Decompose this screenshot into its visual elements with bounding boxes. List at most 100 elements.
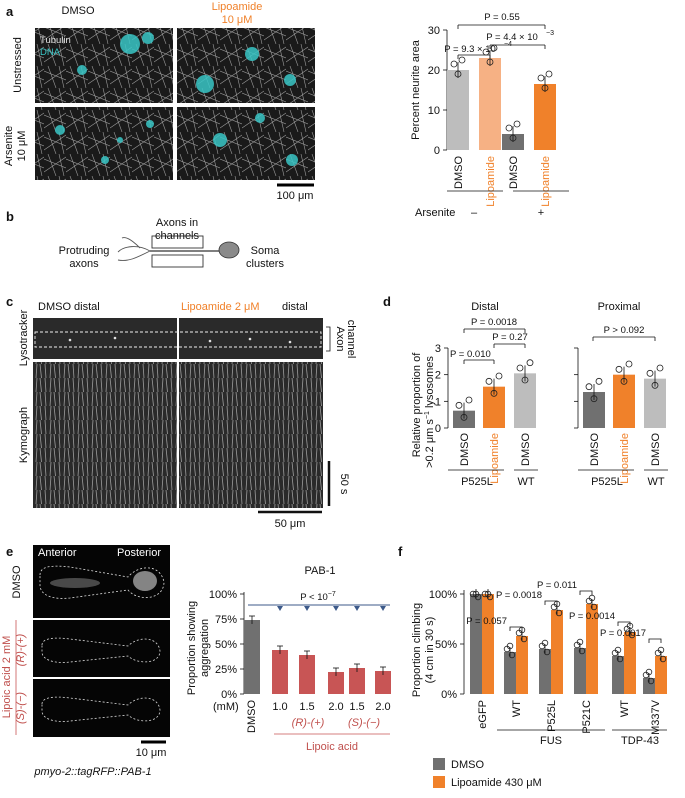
- d-dot: [615, 365, 623, 373]
- f-ytick-label: 50%: [435, 639, 457, 651]
- d-ytick-label: 3: [435, 343, 441, 355]
- f-group-tdp: TDP-43: [621, 735, 659, 747]
- f-dot: [590, 603, 598, 611]
- f-sig-label: P = 0.011: [537, 580, 577, 591]
- f-xlabel: WT: [511, 700, 523, 717]
- e-strain: pmyo-2::tagRFP::PAB-1: [33, 766, 151, 778]
- a-xlabel: Lipoamide: [540, 156, 552, 207]
- a-row-unstressed: Unstressed: [12, 37, 24, 93]
- f-ytick-label: 100%: [429, 589, 457, 601]
- f-sig-label: P = 0.0014: [569, 611, 615, 622]
- d-group-p525l-2: P525L: [591, 476, 623, 488]
- a-dot: [458, 56, 466, 64]
- e-worm-s: [33, 679, 170, 737]
- a-row-ars-2: 10 μM: [16, 131, 28, 162]
- a-bar: [447, 70, 469, 150]
- d-ytick-label: 0: [435, 423, 441, 435]
- e-dose: 1.5: [299, 701, 314, 713]
- a-ytick-label: 20: [428, 65, 440, 77]
- a-arsenite-plus: +: [538, 207, 544, 219]
- a-chart: P = 0.55 P = 4.4 × 10 −3 P = 9.3 × 10 −4…: [410, 12, 569, 219]
- e-bar: [244, 620, 260, 694]
- a-xlabel: Lipoamide: [485, 156, 497, 207]
- d-group-wt-1: WT: [517, 476, 534, 488]
- b-protruding-1: Protruding: [59, 245, 110, 257]
- e-row-r: (R)-(+): [15, 633, 27, 666]
- e-anterior-bulb: [50, 578, 100, 588]
- a-dot: [454, 70, 462, 78]
- f-dot: [520, 635, 528, 643]
- c-axon-2: channel: [345, 320, 357, 359]
- b-soma-1: Soma: [251, 245, 281, 257]
- f-dot: [472, 590, 480, 598]
- a-arsenite-label: Arsenite: [415, 207, 455, 219]
- e-row-lipoic: Lipoic acid 2 mM: [1, 636, 13, 719]
- a-ytick-label: 30: [428, 25, 440, 37]
- a-dot: [545, 70, 553, 78]
- f-ylabel-2: (4 cm in 30 s): [424, 617, 436, 684]
- a-arsenite-minus: –: [471, 207, 478, 219]
- d-ytick-label: 1: [435, 396, 441, 408]
- e-dose: 2.0: [328, 701, 343, 713]
- a-dot: [490, 44, 498, 52]
- e-lipoic-label: Lipoic acid: [306, 741, 358, 753]
- e-ytick-label: 50%: [215, 639, 237, 651]
- f-legend-dmso-swatch: [433, 758, 445, 770]
- f-xlabel: P525L: [546, 700, 558, 732]
- f-dot: [616, 655, 624, 663]
- e-ytick-label: 0%: [221, 689, 237, 701]
- f-sig-bracket: [544, 600, 558, 605]
- panel-label-d: d: [383, 294, 391, 309]
- d-chart: Distal Proximal Relative proportion of >…: [411, 301, 668, 488]
- panel-label-f: f: [398, 544, 403, 559]
- e-posterior: Posterior: [117, 547, 161, 559]
- a-dot: [513, 120, 521, 128]
- e-chart: PAB-1 Proportion showing aggregation 0% 2…: [186, 565, 391, 753]
- d-bar: [483, 386, 505, 428]
- a-image-lipo-unstressed: [177, 28, 315, 103]
- d-bar: [453, 410, 475, 428]
- f-bar: [574, 648, 586, 694]
- e-pval-marker: [354, 606, 360, 611]
- panel-label-b: b: [6, 209, 14, 224]
- f-dot: [628, 631, 636, 639]
- f-bar: [624, 632, 636, 694]
- a-stain-dna: DNA: [40, 47, 61, 58]
- e-ytick-label: 25%: [215, 664, 237, 676]
- c-kymo-dmso: [33, 362, 177, 508]
- f-dot: [647, 677, 655, 685]
- f-dot: [555, 609, 563, 617]
- c-title-lipo: Lipoamide 2 μM: [181, 301, 260, 313]
- d-p3: P = 0.27: [492, 332, 527, 343]
- a-image-dmso-arsenite: [35, 107, 173, 180]
- e-bar: [272, 650, 288, 694]
- f-dot: [481, 590, 489, 598]
- d-bar: [644, 378, 666, 428]
- f-bar: [482, 594, 494, 694]
- a-dna-clusters: [55, 32, 298, 166]
- c-title-distal: distal: [282, 301, 308, 313]
- c-title-dmso: DMSO distal: [38, 301, 100, 313]
- panel-label-c: c: [6, 294, 13, 309]
- d-p4: P > 0.092: [604, 325, 645, 336]
- f-dot: [576, 638, 584, 646]
- d-dot: [516, 364, 524, 372]
- d-dot: [656, 364, 664, 372]
- e-dmso-label: DMSO: [246, 700, 258, 733]
- c-lysosome-dots: [68, 336, 292, 344]
- panel-label-e: e: [6, 544, 13, 559]
- f-bar: [655, 656, 667, 694]
- f-sig-bracket: [509, 626, 523, 631]
- f-dot: [657, 646, 665, 654]
- c-lysotracker: Lysotracker: [18, 309, 30, 366]
- e-pval-marker: [304, 606, 310, 611]
- d-xlabel: DMSO: [520, 433, 532, 466]
- e-dose: 1.0: [272, 701, 287, 713]
- d-dot: [455, 401, 463, 409]
- e-bar: [328, 672, 344, 694]
- f-xlabel: M337V: [650, 699, 662, 735]
- e-r-label: (R)-(+): [292, 717, 325, 729]
- e-ylabel-1: Proportion showing: [186, 601, 198, 695]
- e-ylabel-2: aggregation: [199, 619, 211, 677]
